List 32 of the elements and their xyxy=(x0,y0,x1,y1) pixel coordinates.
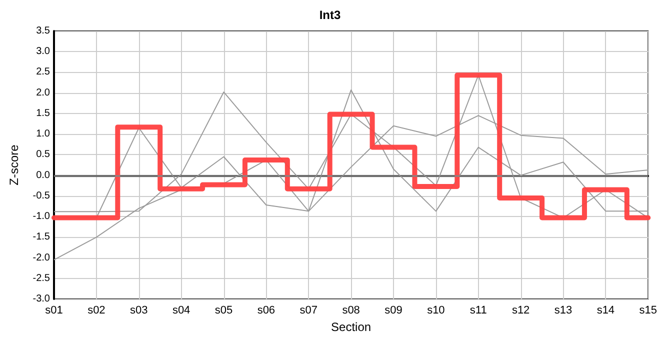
chart-title: Int3 xyxy=(319,8,341,22)
x-tick-label: s07 xyxy=(300,304,318,316)
y-tick-label: -2.5 xyxy=(32,272,50,284)
x-tick-label: s11 xyxy=(470,304,487,316)
x-tick-label: s13 xyxy=(554,304,572,316)
y-tick-label: 3.5 xyxy=(36,26,50,36)
y-tick-label: 1.0 xyxy=(36,128,50,140)
x-tick-label: s14 xyxy=(596,304,615,316)
x-tick-label: s01 xyxy=(45,304,63,316)
y-tick-label: -2.0 xyxy=(32,252,50,264)
x-tick-label: s10 xyxy=(427,304,445,316)
y-axis-title: Z-score xyxy=(7,144,21,186)
x-tick-label: s05 xyxy=(214,304,233,316)
y-tick-label: 2.5 xyxy=(36,66,50,78)
y-tick-label: -3.0 xyxy=(32,294,50,304)
x-tick-label: s03 xyxy=(130,304,148,316)
y-tick-label: -0.5 xyxy=(32,190,50,202)
x-tick-label: s08 xyxy=(342,304,360,316)
x-tick-label: s12 xyxy=(512,304,530,316)
x-axis-title: Section xyxy=(331,320,372,334)
y-tick-label: -1.5 xyxy=(32,232,50,243)
y-tick-label: -1.0 xyxy=(32,211,50,222)
y-tick-label: 3.0 xyxy=(36,46,50,58)
y-tick-label: 1.5 xyxy=(36,108,50,119)
x-tick-label: s15 xyxy=(639,304,658,316)
y-tick-label: 0.0 xyxy=(36,170,50,181)
y-tick-label: 0.5 xyxy=(36,149,50,160)
x-tick-label: s04 xyxy=(172,304,190,316)
x-tick-label: s02 xyxy=(88,304,106,316)
y-tick-label: 2.0 xyxy=(36,87,50,98)
x-tick-label: s09 xyxy=(384,304,402,316)
x-tick-label: s06 xyxy=(257,304,276,316)
